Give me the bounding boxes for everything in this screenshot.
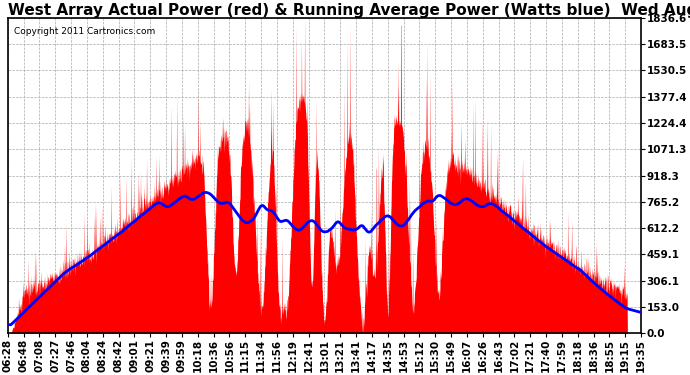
Text: West Array Actual Power (red) & Running Average Power (Watts blue)  Wed Aug 3 19: West Array Actual Power (red) & Running … [8,3,690,18]
Text: Copyright 2011 Cartronics.com: Copyright 2011 Cartronics.com [14,27,155,36]
